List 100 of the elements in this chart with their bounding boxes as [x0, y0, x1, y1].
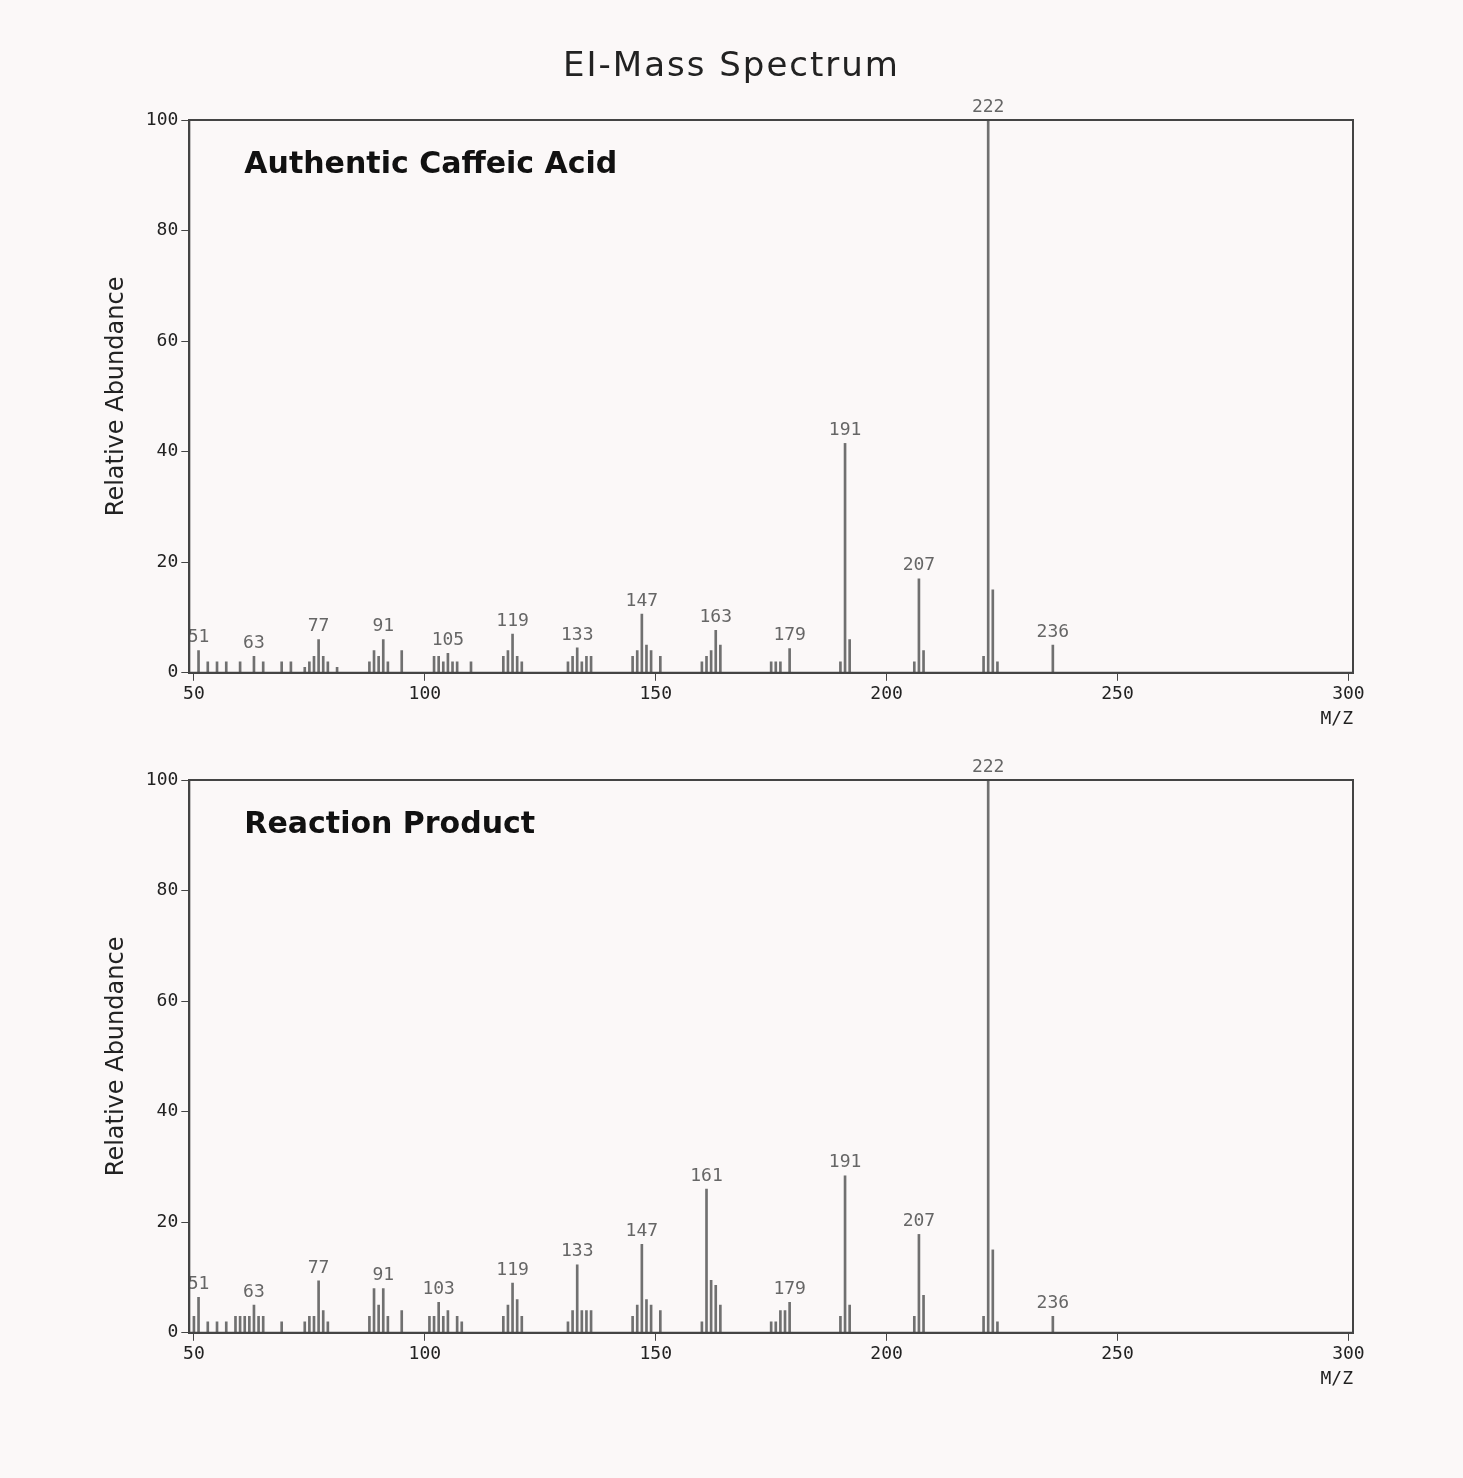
bar — [400, 650, 404, 673]
annotation: 207 — [902, 1209, 936, 1231]
bar — [441, 661, 445, 673]
bar — [400, 1310, 404, 1333]
bar — [575, 1264, 579, 1333]
bar — [261, 661, 265, 673]
x-tick-label: 50 — [183, 682, 205, 704]
annotation: 119 — [496, 1257, 529, 1279]
bar — [441, 1315, 445, 1333]
bar — [317, 1280, 320, 1333]
bar — [234, 1315, 237, 1333]
bar — [912, 661, 916, 673]
bar — [303, 1321, 307, 1333]
bar — [377, 1304, 380, 1333]
bar — [779, 661, 782, 673]
bar — [437, 655, 440, 673]
annotation: 147 — [625, 1219, 659, 1241]
bar — [308, 661, 311, 673]
chart-title: EI-Mass Spectrum — [562, 43, 901, 84]
bar — [460, 1321, 464, 1333]
bar — [224, 1321, 228, 1333]
bar — [982, 655, 985, 673]
bar — [774, 661, 778, 673]
bar — [321, 655, 325, 673]
y-axis-title: Relative Abundance — [100, 936, 129, 1177]
bar — [719, 1304, 722, 1333]
bar — [585, 1310, 588, 1333]
bar — [280, 1321, 283, 1333]
annotation: 207 — [902, 553, 936, 575]
annotation: Reaction Product — [244, 804, 536, 840]
x-tick-label: 50 — [183, 1342, 205, 1364]
bar — [714, 1284, 718, 1333]
annotation: 179 — [773, 1277, 806, 1299]
annotation: 133 — [560, 622, 594, 644]
annotation: 161 — [690, 1163, 723, 1185]
bar — [705, 1188, 708, 1333]
bar — [317, 639, 320, 673]
x-tick-label: 200 — [870, 682, 903, 704]
bar — [501, 1315, 505, 1333]
y-tick-label: 80 — [156, 218, 179, 240]
bar — [848, 639, 851, 673]
annotation: 222 — [971, 94, 1005, 116]
annotation: 222 — [971, 754, 1005, 776]
bar — [257, 1315, 260, 1333]
bar — [515, 655, 519, 673]
y-tick-label: 0 — [167, 1320, 179, 1342]
bar — [839, 1315, 842, 1333]
x-tick-label: 150 — [639, 682, 672, 704]
bar — [377, 655, 380, 673]
x-tick-label: 300 — [1332, 1342, 1365, 1364]
x-tick-label: 150 — [639, 1342, 672, 1364]
annotation: 147 — [625, 588, 659, 610]
bar — [368, 661, 371, 673]
bar — [912, 1315, 916, 1333]
bar — [428, 1315, 431, 1333]
bar — [779, 1310, 782, 1333]
bar — [659, 655, 662, 673]
x-tick-label: 250 — [1101, 1342, 1134, 1364]
bar — [206, 1321, 210, 1333]
y-tick-label: 100 — [145, 107, 179, 129]
bar — [774, 1321, 778, 1333]
bar — [585, 655, 588, 673]
bar — [571, 655, 574, 673]
bar — [982, 1315, 985, 1333]
bar — [575, 647, 579, 673]
annotation: 63 — [243, 630, 265, 652]
annotation: 77 — [307, 614, 330, 636]
bar — [788, 1302, 791, 1333]
x-axis-title: M/Z — [1320, 706, 1354, 728]
x-tick-label: 100 — [408, 1342, 442, 1364]
bar — [631, 655, 634, 673]
y-tick-label: 60 — [156, 988, 179, 1010]
annotation: 105 — [431, 628, 465, 650]
bar — [280, 661, 283, 673]
bar — [986, 780, 990, 1333]
bar — [197, 650, 200, 673]
bar — [451, 661, 454, 673]
x-tick-label: 200 — [870, 1342, 903, 1364]
bar — [996, 1321, 999, 1333]
annotation: 103 — [422, 1277, 455, 1299]
bar — [368, 1315, 371, 1333]
y-tick-label: 0 — [167, 660, 179, 682]
bar — [635, 1304, 639, 1333]
bar — [501, 655, 505, 673]
y-tick-label: 60 — [156, 328, 179, 350]
bar — [511, 1282, 514, 1333]
bar — [719, 644, 722, 673]
y-tick-label: 40 — [156, 439, 179, 461]
y-tick-label: 80 — [156, 878, 179, 900]
bar — [922, 1294, 925, 1333]
bar — [659, 1310, 662, 1333]
bar — [243, 1315, 247, 1333]
bar — [635, 650, 639, 673]
bar — [714, 629, 718, 673]
bar — [206, 661, 210, 673]
bar — [996, 661, 999, 673]
bar — [986, 120, 990, 673]
bar — [839, 661, 842, 673]
bar — [381, 639, 385, 673]
annotation: 51 — [187, 625, 210, 647]
